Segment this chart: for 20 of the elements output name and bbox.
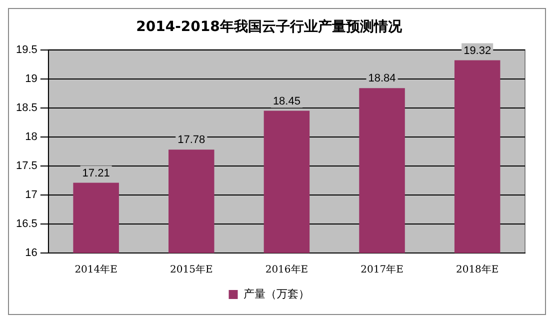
- legend-label: 产量（万套）: [243, 287, 310, 300]
- x-tick-label: 2014年E: [74, 264, 118, 276]
- y-tick-label: 17: [25, 188, 38, 201]
- data-label: 18.45: [272, 95, 300, 108]
- y-tick-label: 19: [25, 72, 38, 85]
- x-tick-label: 2016年E: [265, 264, 308, 276]
- y-tick-label: 16.5: [16, 218, 38, 230]
- x-tick-label: 2017年E: [360, 264, 404, 276]
- y-tick-label: 19.5: [16, 44, 38, 56]
- x-tick-label: 2015年E: [170, 264, 213, 276]
- data-label: 17.21: [82, 167, 110, 180]
- data-label: 19.32: [464, 44, 492, 57]
- chart-title: 2014-2018年我国云子行业产量预测情况: [136, 18, 403, 36]
- data-label: 18.84: [368, 72, 396, 85]
- y-tick-label: 18: [25, 130, 38, 143]
- y-tick-label: 18.5: [16, 102, 38, 114]
- y-tick-label: 16: [25, 247, 38, 260]
- data-label: 17.78: [178, 134, 206, 146]
- x-tick-label: 2018年E: [456, 264, 499, 276]
- y-tick-label: 17.5: [16, 160, 38, 172]
